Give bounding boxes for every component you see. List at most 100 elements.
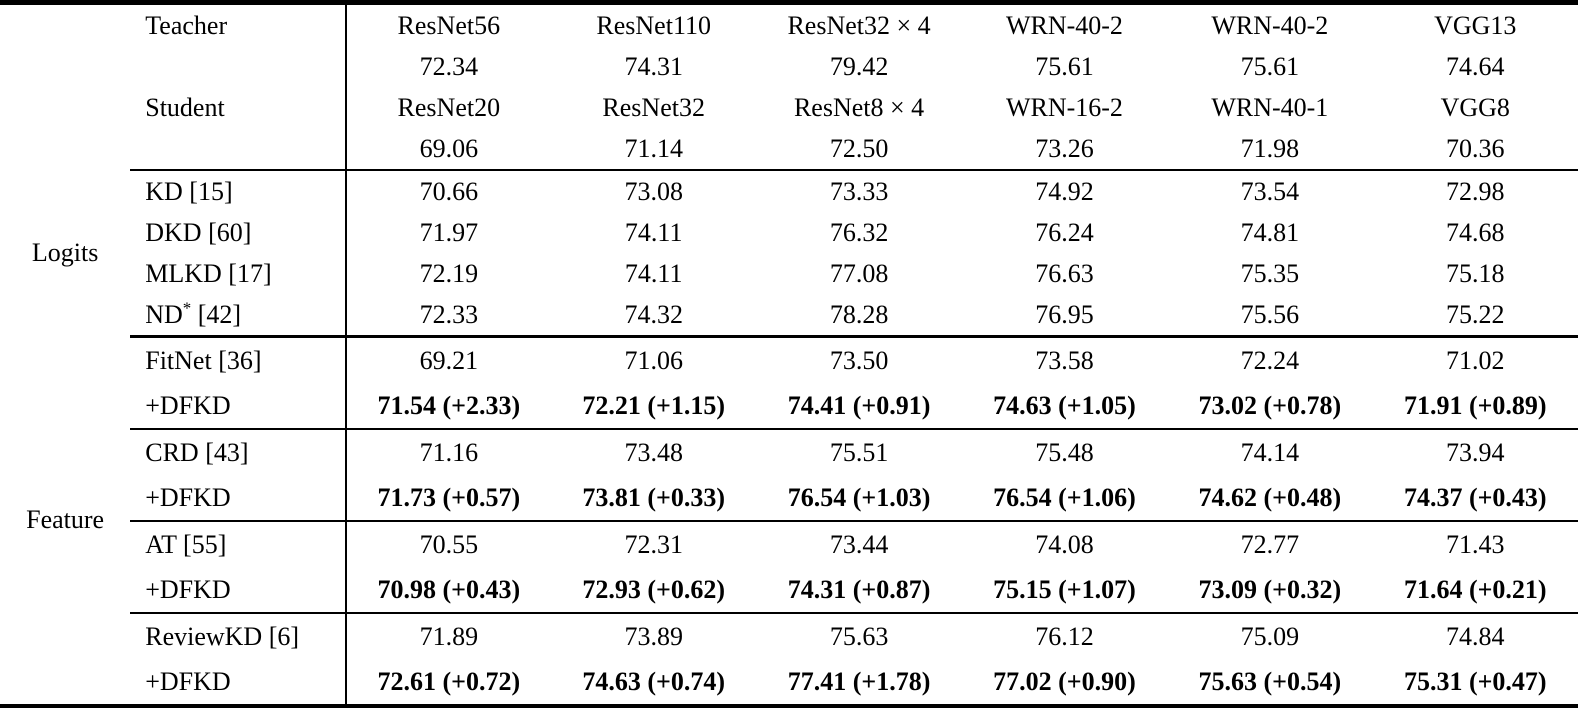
value-cell: 74.11 xyxy=(624,258,683,288)
value-cell: 72.19 xyxy=(419,258,479,288)
teacher-row-label: Teacher xyxy=(130,2,347,46)
method-cell: AT [55] xyxy=(130,521,347,567)
student-accuracy-cell: 71.14 xyxy=(551,128,757,171)
value-cell: 76.32 xyxy=(829,217,889,247)
method-name: ND xyxy=(145,299,183,329)
method-row-kd: Logits KD [15] 70.66 73.08 73.33 74.92 7… xyxy=(0,170,1578,267)
value-cell: 76.12 xyxy=(1035,621,1094,651)
value-cell: 76.63 xyxy=(1035,258,1094,288)
value-cell: 75.35 xyxy=(1240,258,1300,288)
value-cell: 78.28 xyxy=(756,294,962,338)
dfkd-value-cell: 75.31 (+0.47) xyxy=(1403,666,1547,696)
dfkd-value-cell: 74.31 (+0.87) xyxy=(756,567,962,614)
method-name: FitNet xyxy=(145,345,212,375)
value-cell: 71.16 xyxy=(419,437,479,467)
value-cell: 71.02 xyxy=(1446,345,1505,375)
dfkd-method-cell: +DFKD xyxy=(130,659,347,706)
value-cell: 73.54 xyxy=(1240,176,1300,206)
method-cell: ReviewKD [6] xyxy=(130,613,347,659)
method-superscript: * xyxy=(182,297,192,317)
student-name-row: Student ResNet20 ResNet32 ResNet8 × 4 WR… xyxy=(0,87,1578,128)
value-cell: 75.09 xyxy=(1240,621,1300,651)
method-cell: MLKD [17] xyxy=(130,253,347,294)
student-model-cell: ResNet20 xyxy=(397,92,501,122)
method-cell: KD [15] xyxy=(130,170,347,212)
value-cell: 73.08 xyxy=(624,176,683,206)
teacher-model-cell: ResNet110 xyxy=(596,10,711,40)
value-cell: 73.50 xyxy=(829,345,889,375)
value-cell: 77.08 xyxy=(829,258,889,288)
value-cell: 75.48 xyxy=(1035,437,1094,467)
empty-method-cell xyxy=(130,46,347,87)
method-row-crd-dfkd: +DFKD 71.73 (+0.57) 73.81 (+0.33) 76.54 … xyxy=(0,475,1578,522)
value-cell: 75.63 xyxy=(829,621,889,651)
group-label-logits: Logits xyxy=(31,238,99,268)
value-cell: 74.81 xyxy=(1240,217,1300,247)
teacher-accuracy-cell: 79.42 xyxy=(829,51,889,81)
value-cell: 69.21 xyxy=(419,345,479,375)
teacher-accuracy-cell: 75.61 xyxy=(1240,51,1300,81)
value-cell: 72.77 xyxy=(1240,529,1300,559)
method-row-reviewkd-dfkd: +DFKD 72.61 (+0.72) 74.63 (+0.74) 77.41 … xyxy=(0,659,1578,706)
group-spacer-cell xyxy=(0,3,130,171)
dfkd-value-cell: 71.64 (+0.21) xyxy=(1372,567,1578,614)
method-cell: CRD [43] xyxy=(130,429,347,475)
method-ref: [42] xyxy=(197,299,242,329)
dfkd-value-cell: 73.81 (+0.33) xyxy=(551,475,757,522)
value-cell: 73.94 xyxy=(1446,437,1505,467)
method-row-nd: ND* [42] 72.33 74.32 78.28 76.95 75.56 7… xyxy=(0,294,1578,338)
method-row-at-dfkd: +DFKD 70.98 (+0.43) 72.93 (+0.62) 74.31 … xyxy=(0,567,1578,614)
dfkd-value-cell: 74.63 (+1.05) xyxy=(961,383,1168,430)
value-cell: 75.22 xyxy=(1372,294,1578,338)
value-cell: 71.89 xyxy=(419,621,479,651)
value-cell: 72.98 xyxy=(1446,176,1505,206)
dfkd-value-cell: 71.91 (+0.89) xyxy=(1372,383,1578,430)
value-cell: 73.48 xyxy=(624,437,683,467)
student-model-cell: ResNet32 xyxy=(602,92,705,122)
value-cell: 74.84 xyxy=(1446,621,1505,651)
teacher-model-cell: WRN-40-2 xyxy=(1211,10,1329,40)
value-cell: 73.33 xyxy=(829,176,889,206)
value-cell: 71.97 xyxy=(419,217,479,247)
method-name: KD xyxy=(145,176,183,206)
student-accuracy-row: 69.06 71.14 72.50 73.26 71.98 70.36 xyxy=(0,128,1578,171)
dfkd-value-cell: 72.93 (+0.62) xyxy=(551,567,757,614)
method-cell: ND* [42] xyxy=(130,294,347,338)
student-model-cell: WRN-16-2 xyxy=(1005,92,1123,122)
value-cell: 75.56 xyxy=(1167,294,1373,338)
method-row-crd: CRD [43] 71.16 73.48 75.51 75.48 74.14 7… xyxy=(0,429,1578,475)
value-cell: 72.24 xyxy=(1240,345,1300,375)
teacher-model-cell: ResNet32 × 4 xyxy=(787,10,931,40)
dfkd-method-cell: +DFKD xyxy=(130,383,347,430)
method-ref: [55] xyxy=(183,529,227,559)
value-cell: 75.18 xyxy=(1446,258,1505,288)
student-model-cell: WRN-40-1 xyxy=(1211,92,1329,122)
method-row-dkd: DKD [60] 71.97 74.11 76.32 76.24 74.81 7… xyxy=(0,212,1578,253)
value-cell: 75.51 xyxy=(829,437,889,467)
student-accuracy-cell: 72.50 xyxy=(756,128,962,171)
dfkd-value-cell: 74.63 (+0.74) xyxy=(582,666,726,696)
teacher-accuracy-cell: 72.34 xyxy=(419,51,479,81)
value-cell: 74.92 xyxy=(1035,176,1094,206)
dfkd-value-cell: 73.02 (+0.78) xyxy=(1167,383,1373,430)
value-cell: 71.43 xyxy=(1446,529,1505,559)
student-row-label: Student xyxy=(130,87,347,128)
dfkd-value-cell: 75.63 (+0.54) xyxy=(1198,666,1342,696)
value-cell: 76.95 xyxy=(961,294,1168,338)
teacher-model-cell: VGG13 xyxy=(1434,10,1517,40)
dfkd-value-cell: 71.54 (+2.33) xyxy=(345,383,552,430)
method-row-reviewkd: ReviewKD [6] 71.89 73.89 75.63 76.12 75.… xyxy=(0,613,1578,659)
method-name: AT xyxy=(145,529,177,559)
empty-method-cell xyxy=(130,128,347,171)
method-ref: [17] xyxy=(228,258,272,288)
method-ref: [43] xyxy=(205,437,249,467)
value-cell: 72.31 xyxy=(624,529,683,559)
dfkd-method-cell: +DFKD xyxy=(130,475,347,522)
method-ref: [6] xyxy=(268,621,300,651)
group-label-feature: Feature xyxy=(26,505,105,535)
teacher-accuracy-cell: 74.64 xyxy=(1446,51,1505,81)
method-ref: [36] xyxy=(218,345,262,375)
value-cell: 70.55 xyxy=(419,529,479,559)
